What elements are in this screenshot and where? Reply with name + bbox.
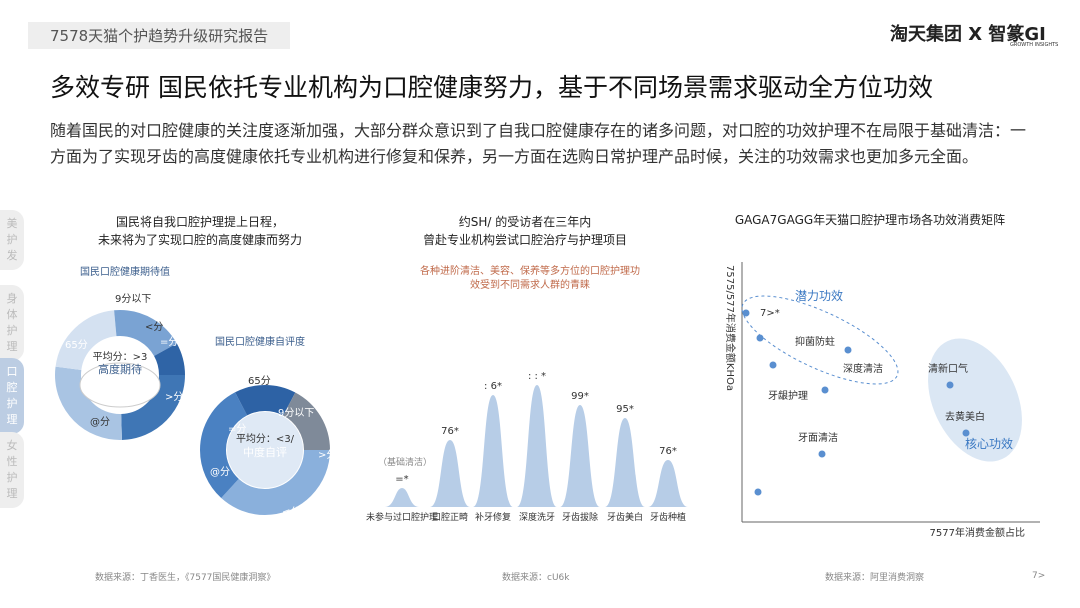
donut-label: 国民口腔健康自评度 bbox=[215, 335, 305, 348]
x-axis-label: 7577年消费金额占比 bbox=[930, 526, 1025, 539]
segment-label: <分 bbox=[145, 321, 163, 333]
title: 多效专研 国民依托专业机构为口腔健康努力，基于不同场景需求驱动全方位功效 bbox=[50, 73, 933, 102]
logo: 淘天集团 X 智篆GI bbox=[890, 24, 1046, 45]
source: 数据来源：阿里消费洞察 bbox=[825, 571, 924, 583]
value-label: 99* bbox=[571, 391, 589, 402]
subtitle: 各种进阶清洁、美容、保养等多方位的口腔护理功 bbox=[420, 264, 640, 277]
segment-label: 65分 bbox=[65, 339, 88, 351]
category-label: 牙齿拔除 bbox=[562, 511, 598, 523]
logo-sub: GROWTH INSIGHTS bbox=[1010, 42, 1059, 48]
panel-title: 曾赴专业机构尝试口腔治疗与护理项目 bbox=[423, 232, 627, 247]
value-label: =* bbox=[395, 474, 408, 485]
segment-label: @分 bbox=[210, 466, 230, 478]
point-label: 抑菌防蛀 bbox=[795, 335, 835, 348]
source: 数据来源：丁香医生，《7577国民健康洞察》 bbox=[95, 571, 275, 583]
value-label: : 6* bbox=[484, 381, 502, 392]
category-label: 牙齿种植 bbox=[650, 511, 686, 523]
category-label: 未参与过口腔护理 bbox=[366, 511, 438, 523]
point bbox=[818, 450, 826, 458]
subtitle: 效受到不同需求人群的青睐 bbox=[470, 278, 590, 291]
segment-label: <分 bbox=[282, 506, 300, 518]
avg: 平均分：>3 bbox=[93, 351, 148, 363]
point bbox=[754, 488, 762, 496]
y-axis-label: 7575/577年消费金额KHOa bbox=[724, 265, 737, 391]
segment-label: 9分以下 bbox=[278, 407, 314, 419]
point bbox=[962, 429, 970, 437]
segment-label: 65分 bbox=[248, 375, 271, 387]
segment-label: @分 bbox=[90, 416, 110, 428]
point bbox=[769, 361, 777, 369]
avg: 平均分：<3/ bbox=[236, 433, 295, 445]
segment-label: =分 bbox=[228, 423, 246, 435]
value-label: 76* bbox=[659, 446, 677, 457]
point bbox=[821, 386, 829, 394]
nav-item[interactable]: 美护发 bbox=[0, 210, 24, 270]
segment-label: =分 bbox=[160, 336, 178, 348]
avg-desc: 中度自评 bbox=[243, 445, 287, 459]
page-number: 7> bbox=[1032, 571, 1045, 581]
segment-label: 9分以下 bbox=[115, 293, 151, 305]
point bbox=[756, 334, 764, 342]
panel-title: 国民将自我口腔护理提上日程， bbox=[116, 214, 284, 229]
point-label: 清新口气 bbox=[928, 362, 968, 375]
segment-label: >分 bbox=[318, 449, 336, 461]
nav-item[interactable]: 女性护理 bbox=[0, 432, 24, 508]
donut-label: 国民口腔健康期待值 bbox=[80, 265, 170, 278]
group-label: 核心功效 bbox=[965, 436, 1013, 451]
source: 数据来源：cU6k bbox=[502, 571, 570, 583]
category-label: 补牙修复 bbox=[475, 511, 511, 523]
note: （基础清洁） bbox=[378, 456, 432, 468]
point bbox=[844, 346, 852, 354]
report-tag: 7578天猫个护趋势升级研究报告 bbox=[28, 22, 291, 49]
avg-desc: 高度期待 bbox=[98, 362, 142, 376]
segment-label: >分 bbox=[165, 391, 183, 403]
point bbox=[946, 381, 954, 389]
intro: 随着国民的对口腔健康的关注度逐渐加强，大部分群众意识到了自我口腔健康存在的诸多问… bbox=[50, 121, 1027, 166]
category-label: 牙齿美白 bbox=[607, 511, 643, 523]
point-label: 牙龈护理 bbox=[768, 389, 808, 402]
point-label: 7>* bbox=[760, 308, 780, 319]
panel-title: 约SH/ 的受访者在三年内 bbox=[459, 214, 592, 229]
value-label: : : * bbox=[528, 371, 546, 382]
point-label: 去黄美白 bbox=[945, 410, 985, 423]
category-label: 口腔正畸 bbox=[432, 511, 468, 523]
category-label: 深度洗牙 bbox=[519, 511, 555, 523]
panel-title: 未来将为了实现口腔的高度健康而努力 bbox=[98, 232, 302, 247]
group-label: 潜力功效 bbox=[795, 288, 843, 303]
value-label: 95* bbox=[616, 404, 634, 415]
point bbox=[742, 309, 750, 317]
value-label: 76* bbox=[441, 426, 459, 437]
point-label: 深度清洁 bbox=[843, 362, 883, 375]
panel-title: GAGA7GAGG年天猫口腔护理市场各功效消费矩阵 bbox=[735, 212, 1005, 227]
point-label: 牙面清洁 bbox=[798, 431, 838, 444]
nav-item[interactable]: 身体护理 bbox=[0, 285, 24, 361]
nav-item[interactable]: 口腔护理 bbox=[0, 358, 24, 434]
